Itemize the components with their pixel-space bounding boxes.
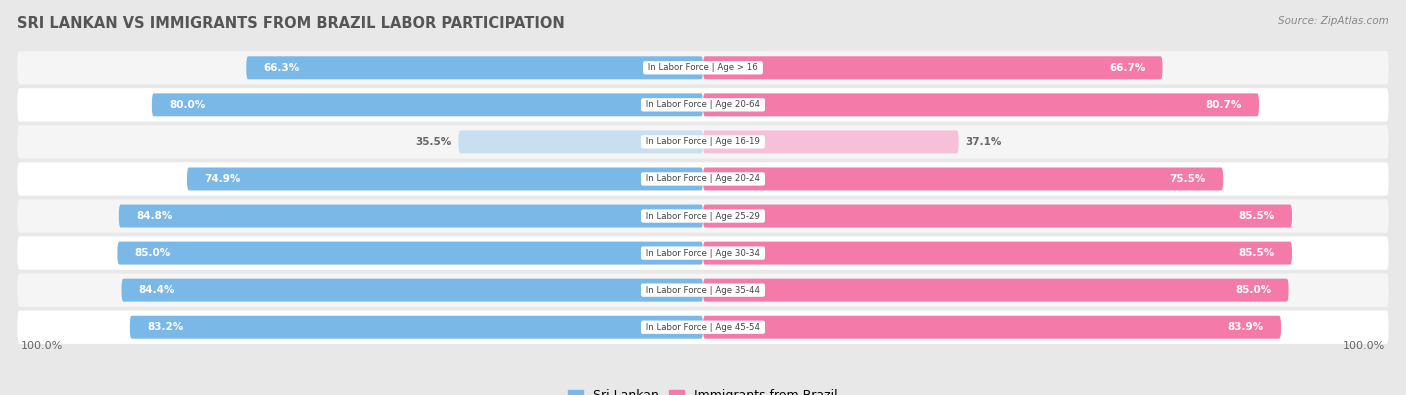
Text: 83.9%: 83.9% — [1227, 322, 1264, 332]
FancyBboxPatch shape — [703, 56, 1163, 79]
FancyBboxPatch shape — [17, 199, 1389, 233]
Text: 84.4%: 84.4% — [139, 285, 176, 295]
FancyBboxPatch shape — [703, 167, 1223, 190]
Text: SRI LANKAN VS IMMIGRANTS FROM BRAZIL LABOR PARTICIPATION: SRI LANKAN VS IMMIGRANTS FROM BRAZIL LAB… — [17, 16, 565, 31]
Text: 85.0%: 85.0% — [1234, 285, 1271, 295]
Text: In Labor Force | Age 45-54: In Labor Force | Age 45-54 — [643, 323, 763, 332]
FancyBboxPatch shape — [17, 273, 1389, 307]
FancyBboxPatch shape — [703, 242, 1292, 265]
Text: In Labor Force | Age > 16: In Labor Force | Age > 16 — [645, 63, 761, 72]
FancyBboxPatch shape — [17, 125, 1389, 158]
Text: 100.0%: 100.0% — [1343, 342, 1385, 352]
FancyBboxPatch shape — [152, 93, 703, 117]
FancyBboxPatch shape — [121, 278, 703, 302]
Text: 35.5%: 35.5% — [415, 137, 451, 147]
Legend: Sri Lankan, Immigrants from Brazil: Sri Lankan, Immigrants from Brazil — [564, 384, 842, 395]
Text: In Labor Force | Age 20-64: In Labor Force | Age 20-64 — [643, 100, 763, 109]
FancyBboxPatch shape — [118, 242, 703, 265]
Text: 74.9%: 74.9% — [204, 174, 240, 184]
Text: 83.2%: 83.2% — [148, 322, 183, 332]
Text: 84.8%: 84.8% — [136, 211, 173, 221]
Text: In Labor Force | Age 35-44: In Labor Force | Age 35-44 — [643, 286, 763, 295]
Text: In Labor Force | Age 30-34: In Labor Force | Age 30-34 — [643, 248, 763, 258]
Text: 85.5%: 85.5% — [1239, 248, 1275, 258]
FancyBboxPatch shape — [703, 93, 1258, 117]
FancyBboxPatch shape — [458, 130, 703, 153]
FancyBboxPatch shape — [17, 237, 1389, 270]
Text: In Labor Force | Age 25-29: In Labor Force | Age 25-29 — [643, 212, 763, 220]
FancyBboxPatch shape — [17, 51, 1389, 85]
Text: 75.5%: 75.5% — [1170, 174, 1206, 184]
Text: In Labor Force | Age 20-24: In Labor Force | Age 20-24 — [643, 175, 763, 183]
Text: Source: ZipAtlas.com: Source: ZipAtlas.com — [1278, 16, 1389, 26]
Text: 66.7%: 66.7% — [1109, 63, 1146, 73]
Text: 37.1%: 37.1% — [966, 137, 1002, 147]
Text: 100.0%: 100.0% — [21, 342, 63, 352]
FancyBboxPatch shape — [703, 205, 1292, 228]
FancyBboxPatch shape — [703, 278, 1289, 302]
Text: In Labor Force | Age 16-19: In Labor Force | Age 16-19 — [643, 137, 763, 147]
FancyBboxPatch shape — [118, 205, 703, 228]
Text: 85.5%: 85.5% — [1239, 211, 1275, 221]
FancyBboxPatch shape — [17, 310, 1389, 344]
FancyBboxPatch shape — [17, 162, 1389, 196]
FancyBboxPatch shape — [129, 316, 703, 339]
Text: 80.0%: 80.0% — [169, 100, 205, 110]
FancyBboxPatch shape — [187, 167, 703, 190]
FancyBboxPatch shape — [703, 130, 959, 153]
Text: 85.0%: 85.0% — [135, 248, 172, 258]
Text: 66.3%: 66.3% — [263, 63, 299, 73]
Text: 80.7%: 80.7% — [1205, 100, 1241, 110]
FancyBboxPatch shape — [246, 56, 703, 79]
FancyBboxPatch shape — [703, 316, 1281, 339]
FancyBboxPatch shape — [17, 88, 1389, 122]
